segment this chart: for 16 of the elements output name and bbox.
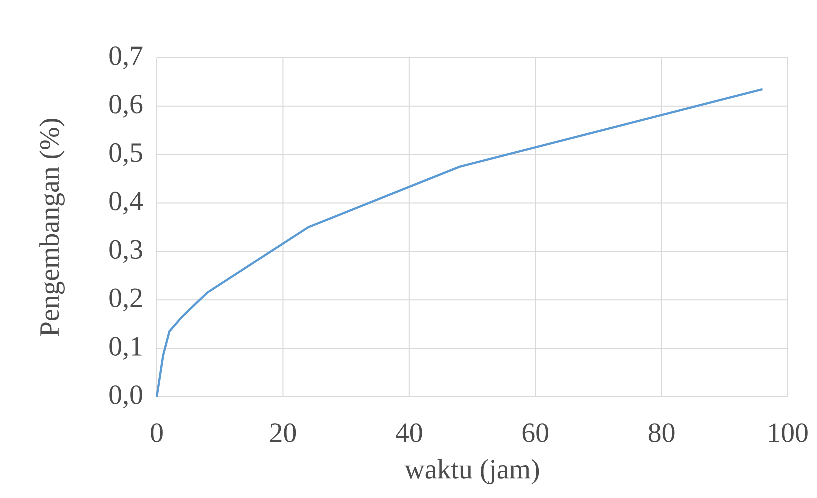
x-tick-label: 80 — [648, 424, 675, 442]
y-axis-title: Pengembangan (%) — [40, 119, 65, 336]
x-tick-label: 0 — [151, 424, 163, 442]
y-tick-label: 0,0 — [110, 386, 142, 408]
y-tick-label: 0,2 — [110, 288, 142, 312]
y-tick-label: 0,1 — [110, 337, 142, 360]
y-tick-label: 0,5 — [110, 143, 142, 166]
x-tick-label: 40 — [396, 424, 422, 442]
y-tick-label: 0,4 — [110, 192, 144, 215]
y-tick-label: 0,6 — [110, 95, 143, 118]
x-tick-label: 100 — [770, 424, 808, 442]
y-tick-label: 0,3 — [110, 240, 142, 264]
y-tick-label: 0,7 — [110, 46, 143, 70]
x-axis-title: waktu (jam) — [404, 459, 540, 485]
x-tick-label: 60 — [522, 424, 548, 442]
x-tick-label: 20 — [270, 424, 296, 442]
